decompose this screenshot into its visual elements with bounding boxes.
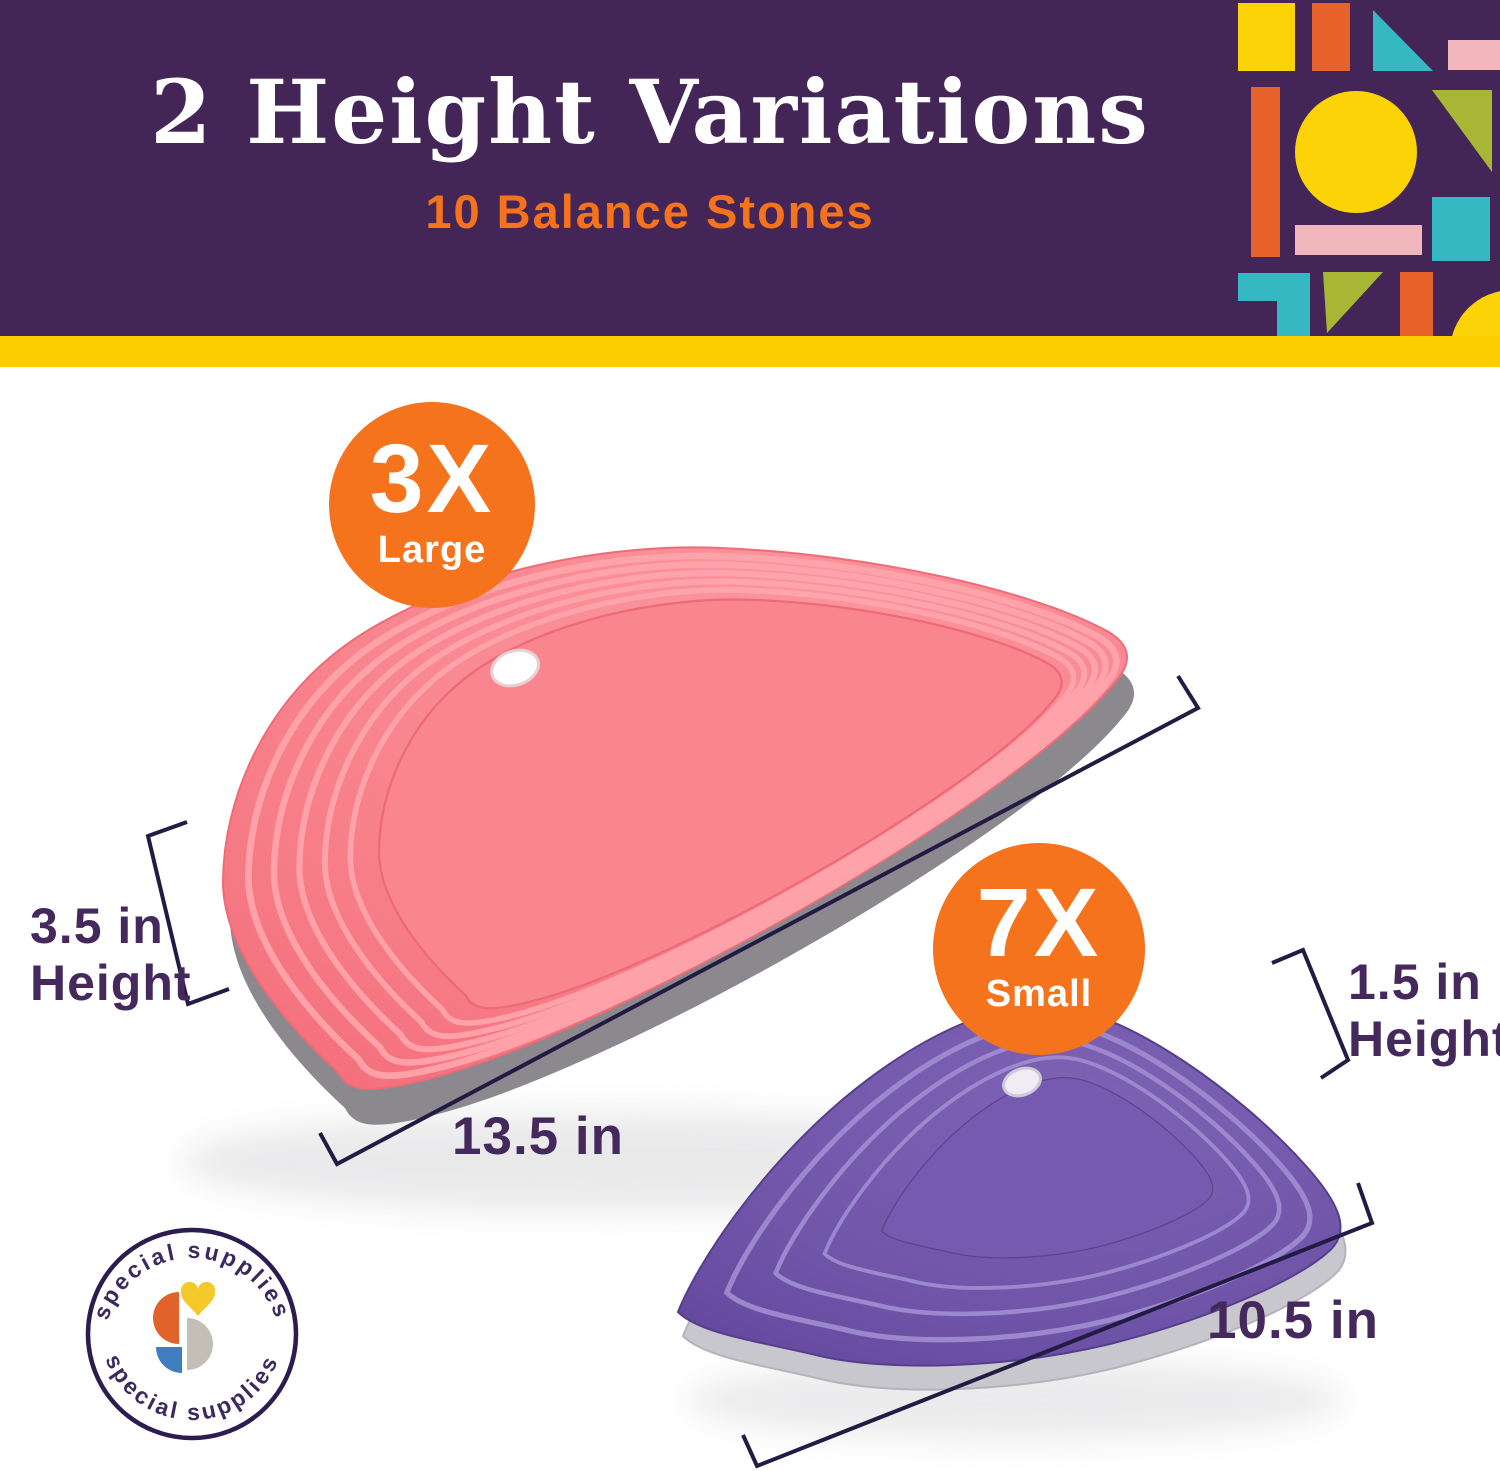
small-stone-illustration [677,1004,1347,1391]
pattern-triangle-green-2 [1323,272,1383,333]
logo-s-orange-half-icon [153,1292,179,1344]
pattern-tall-rect-orange [1251,87,1280,257]
pattern-circle-yellow [1295,91,1417,213]
count-badge-large: 3X Large [329,402,535,608]
pattern-square-yellow [1238,3,1295,71]
logo-s-blue-quarter-icon [156,1347,182,1373]
large-height-unit: Height [30,955,192,1011]
small-stone-hole [1002,1066,1042,1098]
large-stone-height-label: 3.5 in Height [30,898,192,1012]
logo-heart-icon [180,1281,216,1316]
count-badge-small: 7X Small [933,843,1145,1055]
accent-stripe [0,336,1500,367]
pattern-triangle-green [1432,90,1492,172]
pattern-lshape-teal [1238,273,1310,336]
pattern-triangle-teal [1373,10,1433,71]
pattern-square-teal [1432,197,1490,261]
small-height-value: 1.5 in [1348,954,1482,1010]
badge-small-count: 7X [976,868,1102,978]
pattern-circle-yellow-corner [1452,291,1500,336]
badge-large-label: Large [377,528,487,571]
logo-s-monogram [153,1281,216,1373]
badge-large-count: 3X [369,424,495,534]
badge-small-label: Small [985,972,1093,1015]
small-stone-height-label: 1.5 in Height [1348,954,1500,1068]
page-title: 2 Height Variations [150,60,1150,164]
large-stone-width-label: 13.5 in [452,1107,624,1166]
large-height-bracket [145,820,230,1007]
small-width-line [741,1182,1375,1469]
large-stone-illustration [221,546,1135,1125]
large-stone-hole [490,648,540,688]
small-height-unit: Height [1348,1011,1500,1067]
small-height-bracket [1271,947,1351,1080]
large-width-line [318,674,1201,1167]
header-banner: 2 Height Variations 10 Balance Stones [0,0,1500,336]
pattern-rect-pink-2 [1295,225,1422,255]
decorative-blocks-pattern [1238,3,1500,336]
pattern-rect-pink [1448,40,1500,70]
pattern-rect-orange-2 [1400,272,1433,336]
logo-s-gray-half-icon [187,1318,213,1370]
large-height-value: 3.5 in [30,898,164,954]
brand-logo: special supplies special supplies [85,1227,299,1441]
pattern-rect-orange [1312,3,1350,71]
page-subtitle: 10 Balance Stones [425,185,875,238]
banner-text-block: 2 Height Variations 10 Balance Stones [55,0,1245,239]
dimension-lines [145,674,1375,1469]
small-stone-width-label: 10.5 in [1207,1291,1379,1350]
